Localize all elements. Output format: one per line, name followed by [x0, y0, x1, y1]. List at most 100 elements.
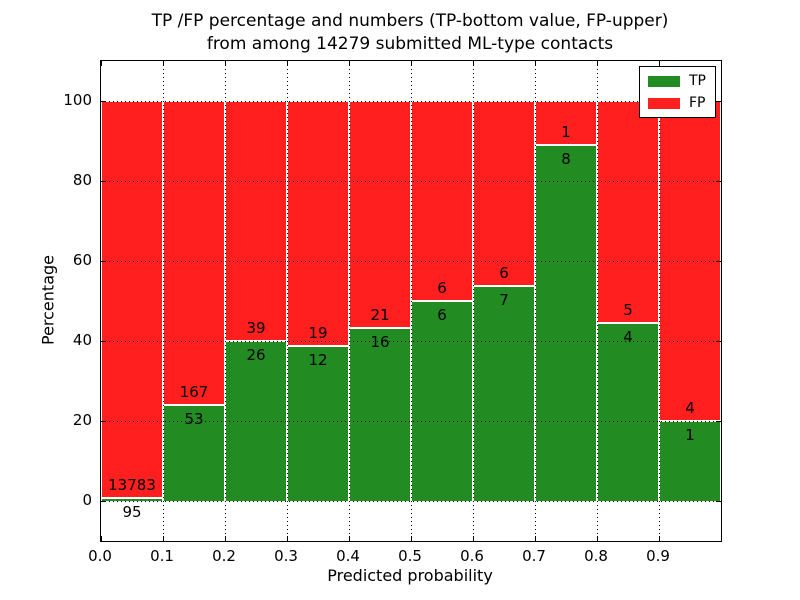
x-tick-mark-top	[348, 61, 350, 66]
bar-fp-segment	[411, 101, 473, 301]
chart-title: TP /FP percentage and numbers (TP-bottom…	[100, 10, 720, 56]
bar-tp-segment	[349, 328, 411, 501]
gridline-horizontal	[101, 341, 721, 342]
fp-count-label: 39	[246, 319, 266, 337]
gridline-horizontal	[101, 501, 721, 502]
x-tick-label: 0.2	[212, 547, 236, 565]
bar-fp-segment	[287, 101, 349, 347]
x-tick-label: 0.0	[88, 547, 112, 565]
gridline-vertical	[349, 61, 350, 541]
x-tick-mark-bottom	[100, 536, 102, 541]
fp-count-label: 167	[179, 382, 209, 401]
bar-fp-segment	[473, 101, 535, 286]
fp-count-label: 6	[499, 263, 509, 282]
bar-fp-segment	[225, 101, 287, 341]
fp-count-label: 5	[623, 301, 633, 320]
x-tick-mark-bottom	[286, 536, 288, 541]
gridline-vertical	[411, 61, 412, 541]
y-tick-mark-right	[716, 100, 721, 102]
bar-tp-segment	[597, 323, 659, 501]
tp-count-label: 8	[561, 150, 571, 169]
gridline-vertical	[659, 61, 660, 541]
bar-fp-segment	[163, 101, 225, 405]
tp-count-label: 26	[246, 346, 266, 364]
legend-label-fp: FP	[689, 95, 706, 111]
legend-row-fp: FP	[648, 96, 706, 110]
x-tick-mark-bottom	[472, 536, 474, 541]
y-tick-label: 80	[72, 171, 92, 189]
y-tick-mark-right	[716, 180, 721, 182]
x-tick-mark-top	[162, 61, 164, 66]
x-tick-label: 0.5	[398, 547, 422, 565]
x-tick-label: 0.8	[584, 547, 608, 565]
x-tick-label: 0.9	[646, 547, 670, 565]
bar-tp-segment	[473, 285, 535, 501]
x-tick-mark-top	[534, 61, 536, 66]
plot-area: TP FP 13783 95 167 53 39 26 19 12 21 16 6 6 6 7 1 8 5 4 4 1	[100, 60, 722, 542]
x-tick-label: 0.3	[274, 547, 298, 565]
y-tick-mark-right	[716, 500, 721, 502]
legend: TP FP	[639, 66, 716, 118]
gridline-horizontal	[101, 181, 721, 182]
fp-count-label: 19	[308, 324, 328, 343]
x-tick-mark-bottom	[162, 536, 164, 541]
y-tick-label: 0	[82, 491, 92, 509]
gridline-horizontal	[101, 101, 721, 102]
gridline-vertical	[535, 61, 536, 541]
y-tick-mark-left	[101, 340, 106, 342]
fp-count-label: 6	[437, 279, 447, 297]
y-tick-mark-left	[101, 180, 106, 182]
tp-count-label: 6	[437, 306, 447, 324]
legend-row-tp: TP	[648, 74, 706, 88]
x-tick-mark-top	[472, 61, 474, 66]
bar-fp-segment	[101, 101, 163, 499]
legend-label-tp: TP	[689, 73, 706, 89]
x-tick-mark-top	[100, 61, 102, 66]
x-tick-mark-top	[286, 61, 288, 66]
y-tick-mark-left	[101, 260, 106, 262]
x-axis-label: Predicted probability	[327, 566, 493, 585]
bar-tp-segment	[101, 498, 163, 501]
x-tick-mark-top	[658, 61, 660, 66]
gridline-vertical	[473, 61, 474, 541]
chart-title-line2: from among 14279 submitted ML-type conta…	[206, 34, 614, 54]
gridline-vertical	[287, 61, 288, 541]
fp-count-label: 13783	[108, 476, 156, 495]
tp-count-label: 95	[122, 503, 142, 522]
x-tick-label: 0.6	[460, 547, 484, 565]
chart-title-line1: TP /FP percentage and numbers (TP-bottom…	[151, 11, 669, 31]
y-tick-label: 60	[72, 251, 92, 269]
tp-count-label: 12	[308, 351, 328, 370]
y-tick-mark-left	[101, 100, 106, 102]
bar-fp-segment	[349, 101, 411, 329]
tp-count-label: 1	[685, 426, 695, 444]
x-tick-mark-top	[224, 61, 226, 66]
x-tick-mark-bottom	[658, 536, 660, 541]
gridline-vertical	[597, 61, 598, 541]
bar-tp-segment	[411, 301, 473, 501]
tp-count-label: 4	[623, 328, 633, 347]
y-tick-label: 20	[72, 411, 92, 429]
y-tick-mark-right	[716, 340, 721, 342]
x-tick-label: 0.7	[522, 547, 546, 565]
tp-count-label: 16	[370, 333, 390, 352]
bar-fp-segment	[597, 101, 659, 324]
tp-swatch-icon	[648, 75, 680, 87]
gridline-vertical	[225, 61, 226, 541]
bar-tp-segment	[287, 346, 349, 501]
tp-count-label: 7	[499, 290, 509, 309]
y-tick-mark-right	[716, 420, 721, 422]
x-tick-mark-bottom	[224, 536, 226, 541]
bar-tp-segment	[535, 145, 597, 501]
fp-count-label: 4	[685, 399, 695, 417]
y-tick-label: 100	[63, 91, 92, 109]
x-tick-mark-top	[410, 61, 412, 66]
y-tick-mark-right	[716, 260, 721, 262]
fp-swatch-icon	[648, 97, 680, 109]
fp-count-label: 1	[561, 123, 571, 142]
x-tick-label: 0.4	[336, 547, 360, 565]
x-tick-mark-bottom	[410, 536, 412, 541]
y-tick-mark-left	[101, 500, 106, 502]
fp-count-label: 21	[370, 306, 390, 325]
